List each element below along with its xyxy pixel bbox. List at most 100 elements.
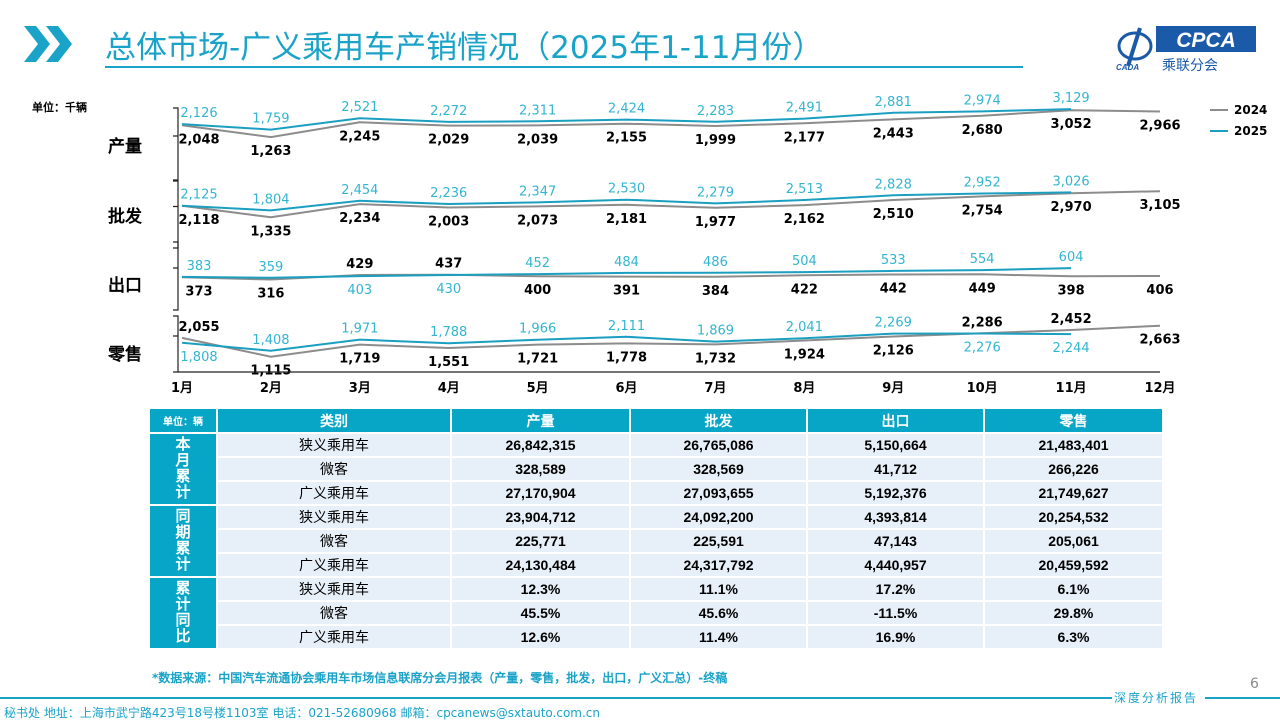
data-label-2024: 2,234 (339, 211, 380, 226)
series-line-2025 (181, 108, 1072, 131)
value-cell: 45.6% (629, 600, 808, 626)
data-label-2024: 1,924 (784, 348, 825, 363)
x-tick-label: 5月 (527, 381, 549, 396)
data-label-2024: 2,162 (784, 212, 825, 227)
series-line-2025 (181, 267, 1072, 279)
series-line-2025 (181, 332, 1072, 352)
data-label-2025: 2,279 (697, 185, 734, 200)
value-cell: 266,226 (983, 456, 1164, 482)
table-header-row: 单位：辆 类别 产量 批发 出口 零售 (148, 407, 1164, 434)
x-tick-label: 8月 (793, 381, 815, 396)
series-line-2025 (181, 191, 1072, 212)
x-tick-label: 10月 (967, 381, 998, 396)
data-label-2024: 1,732 (695, 351, 736, 366)
category-cell: 狭义乘用车 (216, 576, 452, 602)
value-cell: 26,765,086 (629, 432, 808, 458)
legend-label-2024: 2024 (1234, 103, 1268, 117)
data-label-2024: 1,719 (339, 352, 380, 367)
contact-info: 秘书处 地址：上海市武宁路423号18号楼1103室 电话：021-526809… (4, 706, 601, 720)
data-label-2025: 2,272 (430, 104, 467, 119)
title-underline (105, 66, 1023, 68)
value-cell: 45.5% (450, 600, 631, 626)
svg-text:CPCA: CPCA (1176, 29, 1236, 52)
panel-axis (173, 315, 179, 373)
data-label-2024: 1,263 (250, 144, 291, 159)
data-label-2024: 2,181 (606, 212, 647, 227)
category-cell: 狭义乘用车 (216, 432, 452, 458)
legend-swatch-2025 (1210, 130, 1228, 132)
category-cell: 微客 (216, 528, 452, 554)
category-cell: 微客 (216, 600, 452, 626)
data-label-2024: 384 (702, 284, 729, 299)
data-label-2025: 486 (703, 255, 728, 270)
value-cell: 6.3% (983, 624, 1164, 650)
value-cell: 41,712 (806, 456, 985, 482)
data-label-2024: 1,335 (250, 224, 291, 239)
data-label-2024: 406 (1146, 283, 1173, 298)
svg-text:乘联分会: 乘联分会 (1162, 58, 1218, 74)
legend-swatch-2024 (1210, 109, 1228, 111)
series-line-2024 (181, 324, 1161, 358)
data-label-2025: 2,244 (1052, 341, 1089, 356)
value-cell: 24,130,484 (450, 552, 631, 578)
data-label-2025: 3,026 (1052, 174, 1089, 189)
data-label-2025: 2,828 (875, 177, 912, 192)
row-group-label: 同期累计 (148, 504, 218, 578)
column-header: 出口 (806, 407, 985, 434)
data-label-2025: 1,788 (430, 325, 467, 340)
value-cell: 23,904,712 (450, 504, 631, 530)
data-label-2025: 2,491 (786, 101, 823, 116)
report-label: 深度分析报告 (1114, 691, 1199, 705)
data-label-2024: 316 (257, 287, 284, 302)
x-tick-label: 2月 (260, 381, 282, 396)
data-label-2025: 604 (1059, 250, 1084, 265)
value-cell: 47,143 (806, 528, 985, 554)
x-tick-label: 11月 (1056, 381, 1087, 396)
data-label-2024: 1,721 (517, 352, 558, 367)
data-label-2024: 1,977 (695, 215, 736, 230)
data-label-2024: 400 (524, 283, 551, 298)
data-label-2025: 2,126 (180, 106, 217, 121)
data-label-2025: 1,408 (252, 333, 289, 348)
data-label-2024: 398 (1058, 283, 1085, 298)
category-cell: 广义乘用车 (216, 552, 452, 578)
chart-unit-label: 单位：千辆 (32, 101, 87, 114)
data-label-2024: 2,029 (428, 133, 469, 148)
panel-label-export: 出口 (108, 276, 142, 296)
data-label-2025: 2,530 (608, 182, 645, 197)
data-label-2024: 449 (969, 281, 996, 296)
data-label-2024: 1,999 (695, 133, 736, 148)
data-label-2025: 1,759 (252, 112, 289, 127)
panel-label-wholesale: 批发 (108, 207, 142, 227)
series-line-2024 (181, 190, 1161, 219)
panel-label-retail: 零售 (108, 345, 142, 365)
data-label-2025: 2,125 (180, 188, 217, 203)
value-cell: 328,589 (450, 456, 631, 482)
panel-axis (173, 107, 179, 181)
data-label-2024: 1,115 (250, 364, 291, 379)
table-row: 微客 328,589 328,569 41,712 266,226 (149, 456, 1164, 482)
data-label-2024: 2,118 (178, 213, 219, 228)
table-row: 同期累计 狭义乘用车 23,904,712 24,092,200 4,393,814 20… (148, 504, 1164, 578)
table-row: 微客 45.5% 45.6% -11.5% 29.8% (149, 600, 1164, 626)
data-label-2024: 391 (613, 284, 640, 299)
data-label-2025: 2,974 (964, 93, 1001, 108)
data-label-2024: 1,778 (606, 350, 647, 365)
data-label-2025: 2,454 (341, 183, 378, 198)
row-group-label: 本月累计 (148, 432, 218, 506)
x-tick-label: 3月 (349, 381, 371, 396)
page-title: 总体市场-广义乘用车产销情况（2025年1-11月份） (105, 30, 824, 66)
data-label-2024: 1,551 (428, 355, 469, 370)
data-label-2025: 2,269 (875, 316, 912, 331)
value-cell: 5,192,376 (806, 480, 985, 506)
data-label-2025: 2,521 (341, 100, 378, 115)
footer-divider (1205, 697, 1280, 699)
value-cell: 6.1% (983, 576, 1164, 602)
column-header: 批发 (629, 407, 808, 434)
data-label-2024: 2,286 (962, 315, 1003, 330)
data-label-2025: 403 (347, 283, 372, 298)
category-cell: 广义乘用车 (216, 480, 452, 506)
column-header: 类别 (216, 407, 452, 434)
data-label-2025: 2,513 (786, 182, 823, 197)
data-label-2025: 2,111 (608, 319, 645, 334)
